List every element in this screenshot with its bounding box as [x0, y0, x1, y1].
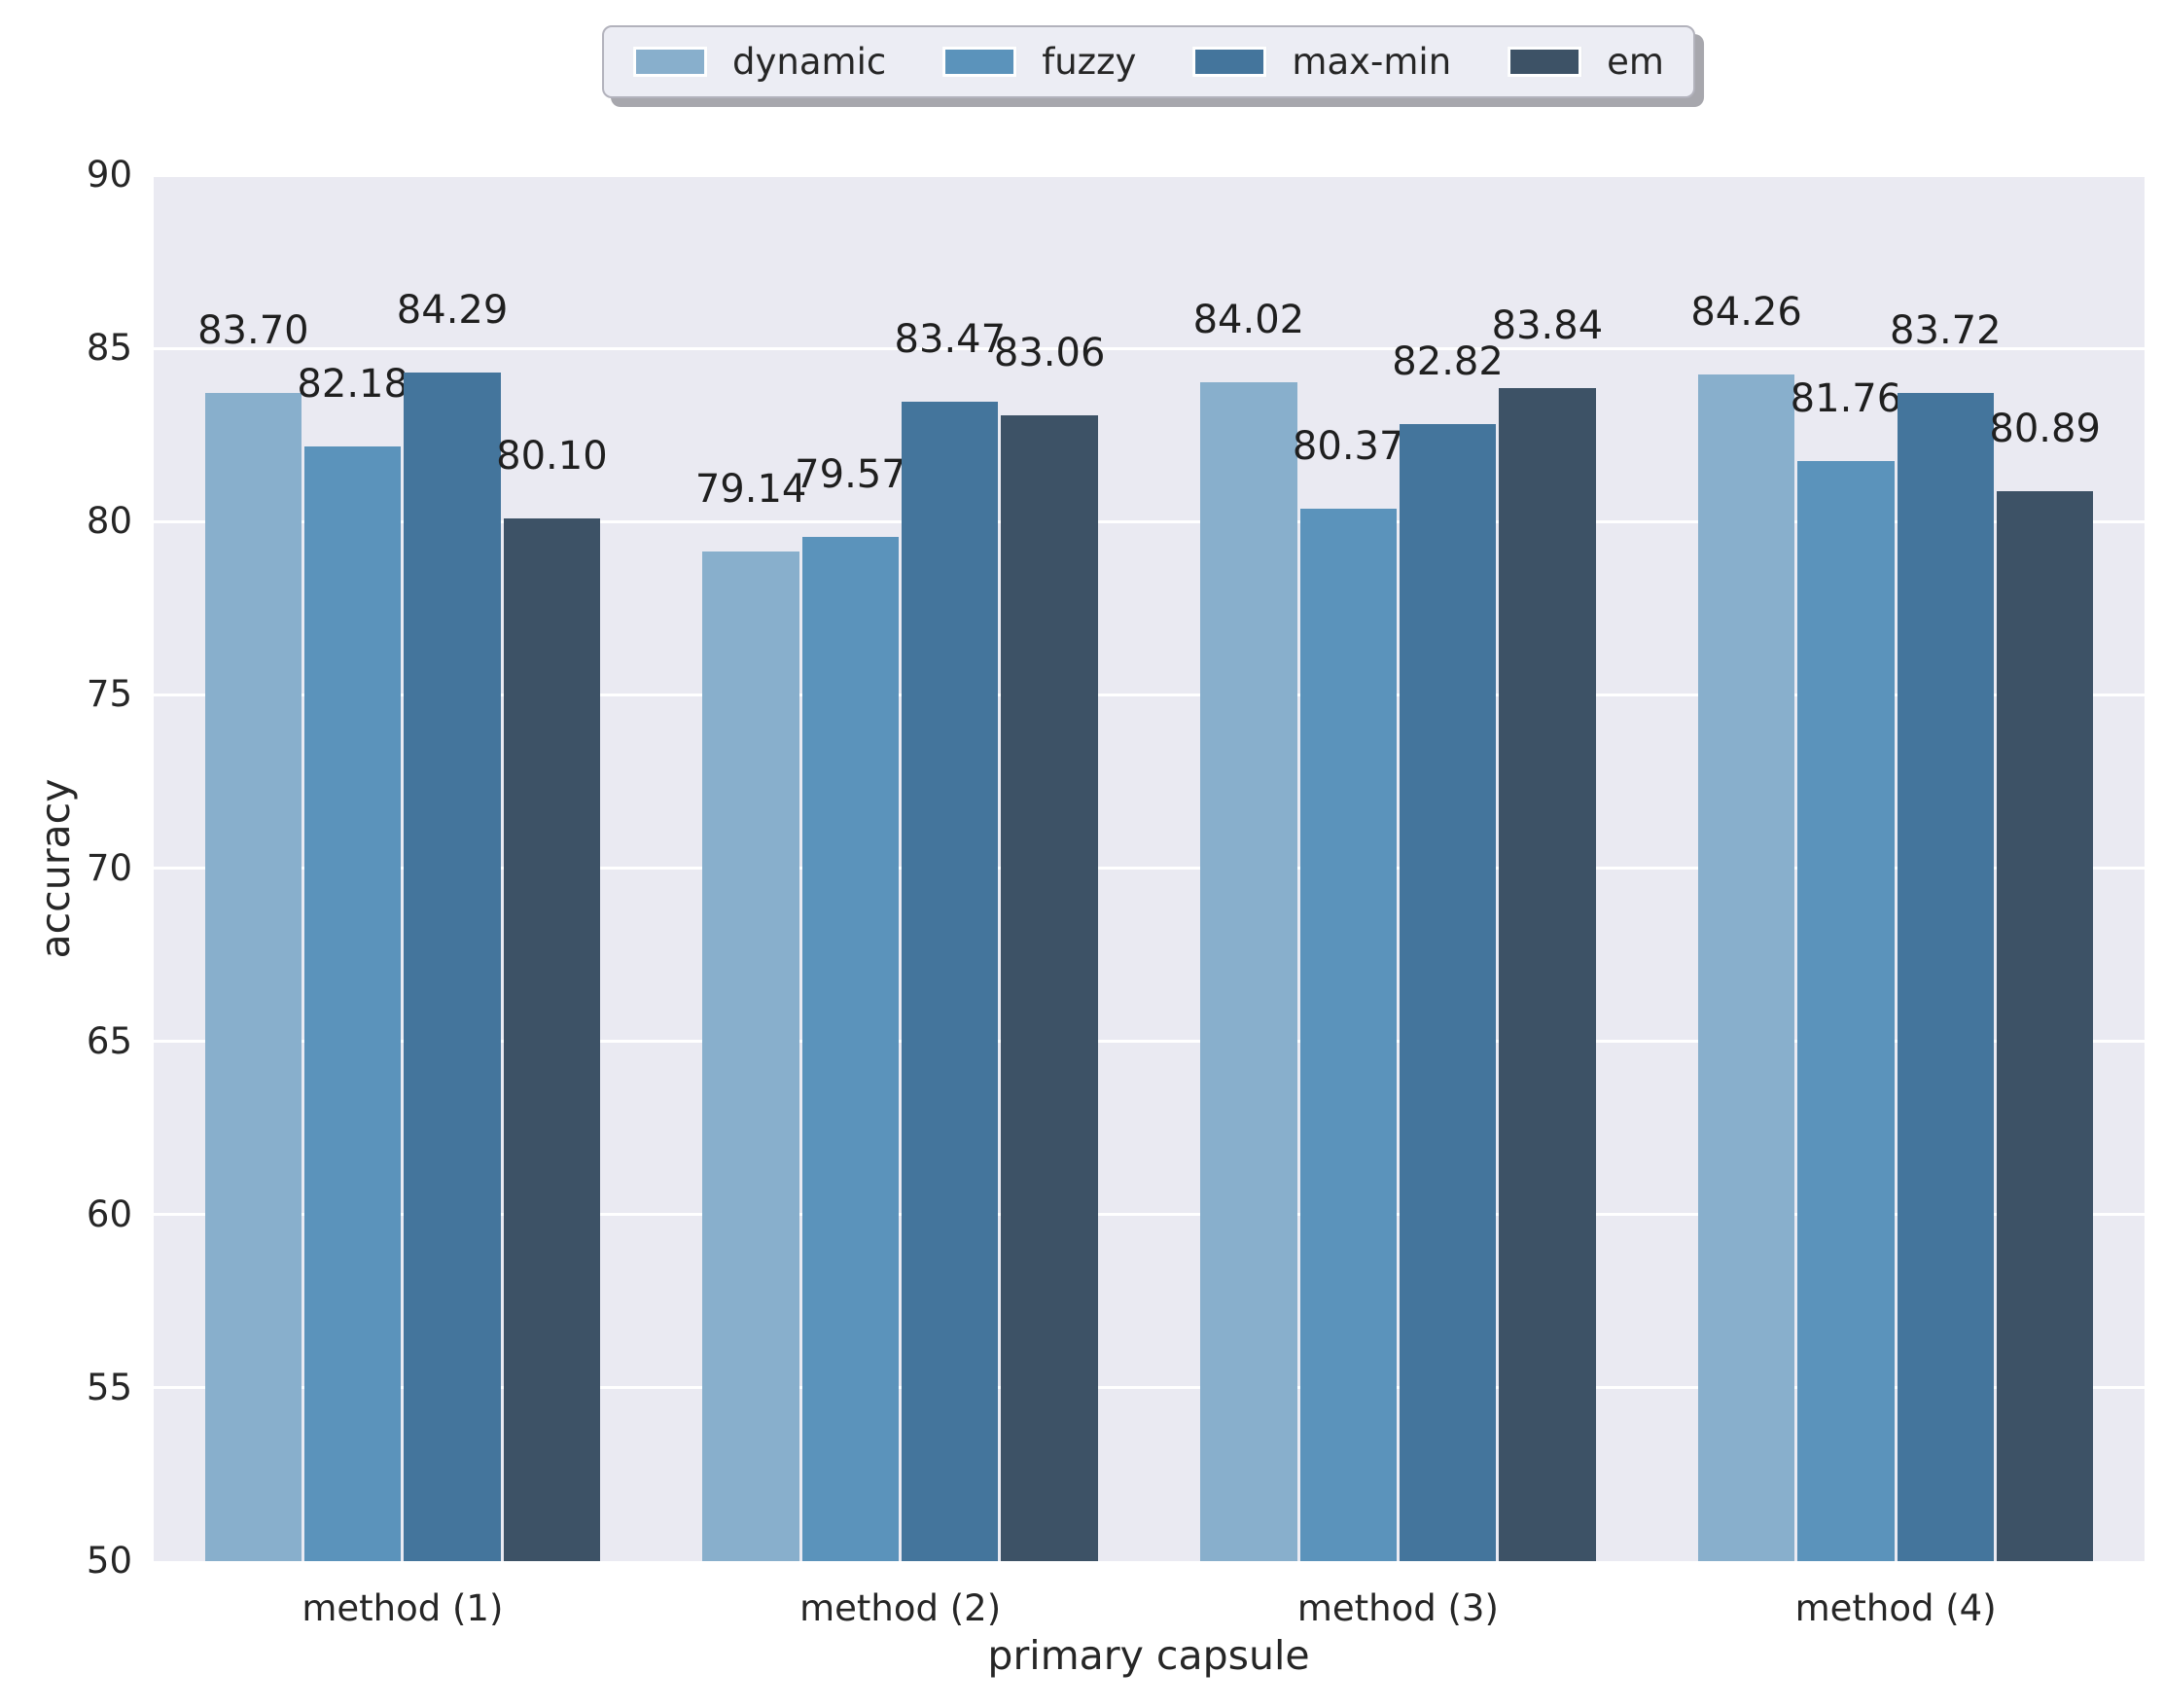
bar-value-label-fuzzy-3: 80.37	[1292, 424, 1404, 470]
bar-dynamic-4	[1697, 374, 1795, 1561]
x-axis-label: primary capsule	[987, 1632, 1310, 1679]
bar-em-3	[1499, 388, 1596, 1561]
y-tick-label-80: 80	[86, 500, 132, 543]
bar-fuzzy-2	[801, 536, 900, 1561]
bar-max-min-1	[404, 373, 501, 1561]
bar-value-label-em-1: 80.10	[496, 433, 608, 479]
y-tick-label-70: 70	[86, 846, 132, 889]
y-tick-label-55: 55	[86, 1366, 132, 1408]
legend-item-dynamic: dynamic	[633, 41, 886, 83]
bar-value-label-max-min-3: 82.82	[1392, 338, 1504, 384]
gridline-70	[154, 867, 2145, 870]
bar-fuzzy-1	[304, 445, 402, 1561]
bar-value-label-fuzzy-2: 79.57	[795, 451, 906, 497]
legend-item-em: em	[1508, 41, 1664, 83]
x-tick-label-1: method (1)	[302, 1587, 504, 1629]
gridline-90	[154, 173, 2145, 177]
bar-value-label-dynamic-3: 84.02	[1192, 298, 1305, 343]
bar-em-2	[1001, 415, 1098, 1561]
legend-swatch-fuzzy	[942, 47, 1017, 77]
bar-value-label-dynamic-4: 84.26	[1690, 289, 1802, 335]
y-tick-label-50: 50	[86, 1540, 132, 1582]
x-tick-label-2: method (2)	[799, 1587, 1002, 1629]
legend-item-fuzzy: fuzzy	[942, 41, 1136, 83]
x-tick-label-4: method (4)	[1794, 1587, 1997, 1629]
gridline-55	[154, 1386, 2145, 1390]
bar-max-min-2	[902, 401, 999, 1561]
legend-swatch-em	[1508, 47, 1582, 77]
legend-label-max-min: max-min	[1292, 41, 1452, 83]
gridline-65	[154, 1040, 2145, 1044]
bar-value-label-max-min-4: 83.72	[1890, 307, 2002, 353]
x-tick-label-3: method (3)	[1296, 1587, 1499, 1629]
legend-label-fuzzy: fuzzy	[1042, 41, 1137, 83]
y-tick-label-60: 60	[86, 1192, 132, 1235]
bar-fuzzy-3	[1299, 509, 1397, 1561]
legend-label-dynamic: dynamic	[732, 41, 887, 83]
bar-em-1	[503, 517, 601, 1561]
bar-value-label-max-min-1: 84.29	[396, 288, 509, 334]
bar-dynamic-3	[1200, 382, 1297, 1561]
bar-value-label-fuzzy-1: 82.18	[297, 361, 408, 407]
gridline-75	[154, 693, 2145, 696]
bar-dynamic-2	[702, 551, 799, 1561]
bar-value-label-dynamic-2: 79.14	[694, 466, 807, 512]
bar-value-label-em-2: 83.06	[993, 331, 1106, 376]
legend-swatch-dynamic	[633, 47, 708, 77]
y-tick-label-65: 65	[86, 1019, 132, 1062]
legend-swatch-max-min	[1192, 47, 1267, 77]
legend: dynamic fuzzy max-min em	[602, 25, 1695, 98]
bar-value-label-max-min-2: 83.47	[894, 316, 1007, 362]
bar-max-min-4	[1897, 392, 1994, 1561]
gridline-80	[154, 519, 2145, 523]
bar-em-4	[1996, 490, 2094, 1561]
bar-value-label-dynamic-1: 83.70	[197, 308, 309, 354]
gridline-60	[154, 1213, 2145, 1217]
bar-value-label-em-4: 80.89	[1989, 406, 2101, 451]
bar-max-min-3	[1399, 423, 1497, 1561]
gridline-85	[154, 346, 2145, 350]
bar-value-label-fuzzy-4: 81.76	[1790, 375, 1902, 421]
y-tick-label-90: 90	[86, 154, 132, 196]
legend-label-em: em	[1607, 41, 1664, 83]
bar-fuzzy-4	[1797, 460, 1895, 1561]
bar-dynamic-1	[204, 393, 302, 1561]
y-tick-label-75: 75	[86, 673, 132, 716]
y-tick-label-85: 85	[86, 327, 132, 370]
plot-area: 83.70 82.18 84.29 80.10 79.14 79.57 83.47 83.06…	[154, 173, 2145, 1561]
bar-value-label-em-3: 83.84	[1491, 303, 1604, 349]
legend-item-max-min: max-min	[1192, 41, 1451, 83]
